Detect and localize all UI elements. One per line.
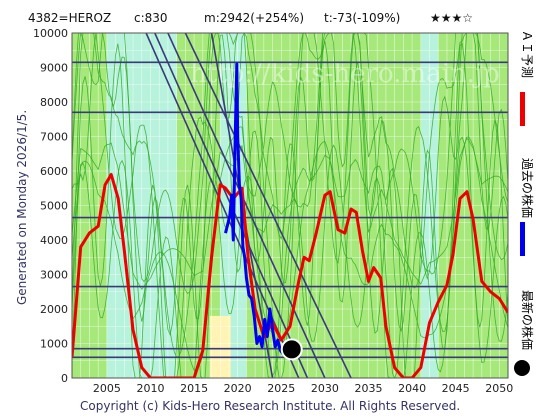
legend-item-latest: 最新の株価 [520, 290, 535, 350]
x-tick-label: 2025 [267, 382, 295, 395]
legend-item-forecast: ＡＩ予測 [520, 30, 534, 78]
series-price-line [224, 62, 291, 356]
latest-marker-layer [280, 338, 303, 361]
header-stars: ★★★☆ [430, 11, 473, 25]
x-tick-label: 2045 [442, 382, 470, 395]
header-code: 4382=HEROZ [28, 11, 111, 25]
x-tick-label: 2005 [93, 382, 121, 395]
x-axis-ticks: 2005 2010 2015 2020 2025 2030 2035 2040 2045 2050 [93, 382, 513, 395]
y-tick-label: 8000 [40, 96, 68, 109]
y-tick-label: 10000 [33, 27, 68, 40]
legend-label-latest: 最新の株価 [520, 290, 535, 350]
header-current: c:830 [134, 11, 168, 25]
x-tick-label: 2040 [398, 382, 426, 395]
legend-item-history: 過去の株価 [520, 158, 535, 218]
y-tick-label: 4000 [40, 234, 68, 247]
series-layer [72, 62, 508, 378]
background-line-2 [71, 34, 509, 379]
legend: ＡＩ予測 過去の株価 最新の株価 [514, 30, 535, 376]
latest-price-marker [280, 338, 303, 361]
trend-line-0 [145, 33, 300, 378]
legend-label-history: 過去の株価 [520, 158, 535, 218]
series-forecast-line [72, 173, 508, 378]
copyright-text: Copyright (c) Kids-Hero Research Institu… [80, 399, 460, 413]
y-tick-label: 7000 [40, 131, 68, 144]
background-line-7 [71, 32, 509, 294]
background-line-5 [71, 32, 509, 336]
plot-frame [71, 32, 509, 379]
watermark-text: http://kids-hero.main.jp [190, 59, 500, 89]
series-group [72, 62, 508, 378]
y-tick-label: 5000 [40, 200, 68, 213]
background-line-4 [71, 32, 509, 379]
plot-area: http://kids-hero.main.jp [71, 32, 509, 379]
y-tick-label: 2000 [40, 303, 68, 316]
y-tick-label: 1000 [40, 338, 68, 351]
x-tick-label: 2010 [136, 382, 164, 395]
trend-line-3 [184, 33, 352, 378]
generated-date-text: Generated on Monday 2026/1/5. [15, 110, 29, 305]
legend-swatch-forecast [520, 92, 525, 126]
y-tick-label: 3000 [40, 269, 68, 282]
trend-line-2 [167, 33, 326, 378]
x-tick-label: 2035 [354, 382, 382, 395]
y-tick-label: 9000 [40, 62, 68, 75]
y-axis-ticks: 0 1000 2000 3000 4000 5000 6000 7000 8000 9000 100… [33, 27, 68, 385]
legend-label-forecast: ＡＩ予測 [520, 30, 534, 78]
x-tick-label: 2050 [485, 382, 513, 395]
y-tick-label: 6000 [40, 165, 68, 178]
legend-swatch-history [520, 222, 525, 256]
x-tick-label: 2015 [180, 382, 208, 395]
legend-swatch-latest [514, 360, 530, 376]
background-line-6 [71, 32, 509, 358]
x-tick-label: 2020 [224, 382, 252, 395]
y-tick-label: 0 [61, 372, 68, 385]
header-mean: m:2942(+254%) [204, 11, 304, 25]
header-trend: t:-73(-109%) [324, 11, 400, 25]
x-tick-label: 2030 [311, 382, 339, 395]
background-line-3 [71, 137, 509, 290]
